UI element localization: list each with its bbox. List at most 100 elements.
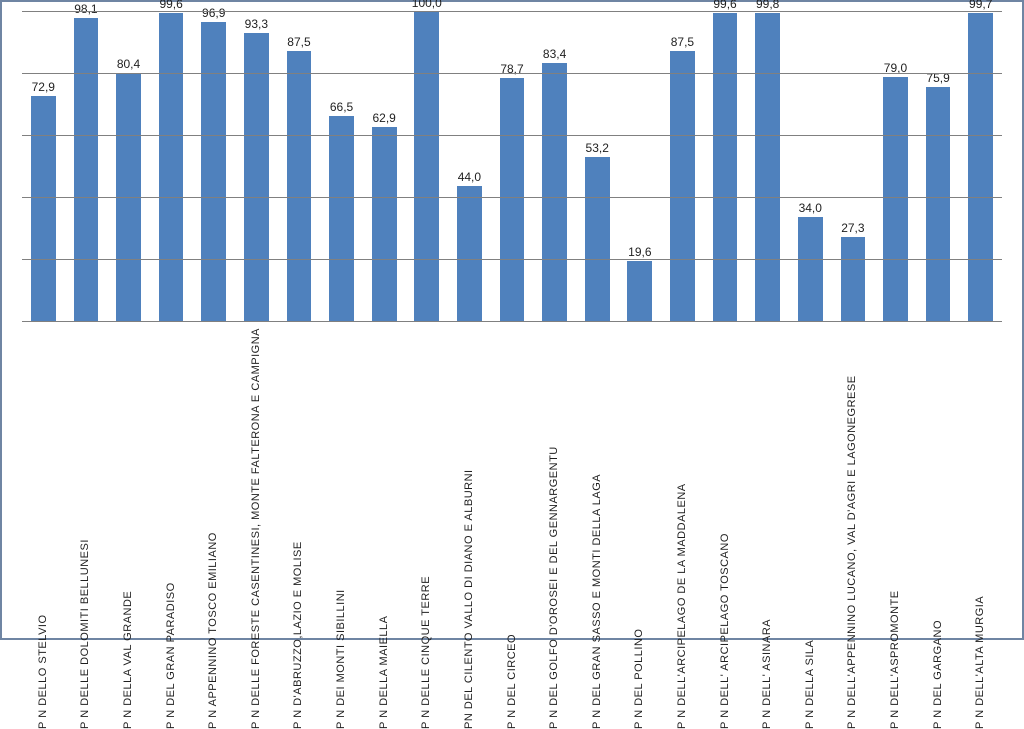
bar-value-label: 72,9 bbox=[32, 80, 55, 96]
x-axis-category-label: P N DELLE DOLOMITI BELLUNESI bbox=[80, 328, 91, 729]
x-axis-category-label: P N D'ABRUZZO,LAZIO E MOLISE bbox=[293, 328, 304, 729]
x-axis-category-label: P N DELL'ARCIPELAGO DE LA MADDALENA bbox=[677, 328, 688, 729]
x-label-slot: P N DELL'ARCIPELAGO DE LA MADDALENA bbox=[661, 328, 704, 729]
x-label-slot: P N DELLO STELVIO bbox=[22, 328, 65, 729]
bar-value-label: 96,9 bbox=[202, 6, 225, 22]
bar bbox=[329, 116, 354, 322]
plot-area: 72,9 98,1 80,4 99,6 96,9 93,3 87,5 66,5 62,9 100,… bbox=[22, 12, 1002, 322]
x-label-slot: P N DELLE FORESTE CASENTINESI, MONTE FAL… bbox=[235, 328, 278, 729]
bar-slot: 27,3 bbox=[832, 12, 875, 322]
x-label-slot: P N D'ABRUZZO,LAZIO E MOLISE bbox=[278, 328, 321, 729]
bar-slot: 66,5 bbox=[320, 12, 363, 322]
bar bbox=[500, 78, 525, 322]
x-label-slot: P N DELLE DOLOMITI BELLUNESI bbox=[65, 328, 108, 729]
x-label-slot: P N DEL CIRCEO bbox=[491, 328, 534, 729]
bar-value-label: 34,0 bbox=[799, 201, 822, 217]
bar bbox=[542, 63, 567, 322]
x-label-slot: P N DELLA SILA bbox=[789, 328, 832, 729]
bar-slot: 44,0 bbox=[448, 12, 491, 322]
x-axis-category-label: P N DELLE FORESTE CASENTINESI, MONTE FAL… bbox=[251, 328, 262, 729]
bar-slot: 99,7 bbox=[959, 12, 1002, 322]
bar-value-label: 83,4 bbox=[543, 47, 566, 63]
chart-frame: 72,9 98,1 80,4 99,6 96,9 93,3 87,5 66,5 62,9 100,… bbox=[0, 0, 1024, 640]
x-label-slot: P N DELL'ASPROMONTE bbox=[874, 328, 917, 729]
gridline bbox=[22, 197, 1002, 198]
bar-slot: 34,0 bbox=[789, 12, 832, 322]
x-axis-category-label: P N DEL GARGANO bbox=[933, 328, 944, 729]
x-axis-labels: P N DELLO STELVIO P N DELLE DOLOMITI BELL… bbox=[22, 328, 1002, 729]
bar bbox=[244, 33, 269, 322]
bar bbox=[670, 51, 695, 322]
bar-slot: 80,4 bbox=[107, 12, 150, 322]
gridline bbox=[22, 259, 1002, 260]
bar bbox=[755, 13, 780, 322]
bar-slot: 87,5 bbox=[278, 12, 321, 322]
gridline bbox=[22, 135, 1002, 136]
bar-slot: 99,8 bbox=[746, 12, 789, 322]
x-axis-category-label: P N DELLA SILA bbox=[805, 328, 816, 729]
x-axis-category-label: P N APPENNINO TOSCO EMILIANO bbox=[208, 328, 219, 729]
bar bbox=[585, 157, 610, 322]
bar-value-label: 44,0 bbox=[458, 170, 481, 186]
bar bbox=[457, 186, 482, 322]
bar-slot: 87,5 bbox=[661, 12, 704, 322]
bar-slot: 99,6 bbox=[704, 12, 747, 322]
bar-slot: 75,9 bbox=[917, 12, 960, 322]
x-label-slot: PN DEL CILENTO VALLO DI DIANO E ALBURNI bbox=[448, 328, 491, 729]
bar-value-label: 27,3 bbox=[841, 221, 864, 237]
gridline bbox=[22, 11, 1002, 12]
bar-slot: 96,9 bbox=[192, 12, 235, 322]
bars-container: 72,9 98,1 80,4 99,6 96,9 93,3 87,5 66,5 62,9 100,… bbox=[22, 12, 1002, 322]
bar-slot: 78,7 bbox=[491, 12, 534, 322]
bar-value-label: 62,9 bbox=[372, 111, 395, 127]
x-axis-category-label: P N DELL'ALTA MURGIA bbox=[975, 328, 986, 729]
bar bbox=[159, 13, 184, 322]
x-axis-category-label: P N DELLE CINQUE TERRE bbox=[421, 328, 432, 729]
bar-value-label: 98,1 bbox=[74, 2, 97, 18]
bar-value-label: 78,7 bbox=[500, 62, 523, 78]
bar bbox=[841, 237, 866, 322]
bar bbox=[713, 13, 738, 322]
bar-slot: 83,4 bbox=[533, 12, 576, 322]
x-label-slot: P N DELLE CINQUE TERRE bbox=[405, 328, 448, 729]
x-label-slot: P N DEI MONTI SIBILLINI bbox=[320, 328, 363, 729]
bar-slot: 98,1 bbox=[65, 12, 108, 322]
x-axis-category-label: P N DELL'ASPROMONTE bbox=[890, 328, 901, 729]
x-label-slot: P N DELL' ASINARA bbox=[746, 328, 789, 729]
x-axis-category-label: P N DELL' ARCIPELAGO TOSCANO bbox=[720, 328, 731, 729]
bar-value-label: 93,3 bbox=[245, 17, 268, 33]
x-label-slot: P N DELLA MAIELLA bbox=[363, 328, 406, 729]
gridline bbox=[22, 321, 1002, 322]
x-axis-category-label: P N DELL'APPENNINO LUCANO, VAL D'AGRI E … bbox=[847, 328, 858, 729]
bar bbox=[627, 261, 652, 322]
bar bbox=[287, 51, 312, 322]
gridline bbox=[22, 73, 1002, 74]
bar-value-label: 80,4 bbox=[117, 57, 140, 73]
bar-slot: 53,2 bbox=[576, 12, 619, 322]
bar-value-label: 87,5 bbox=[671, 35, 694, 51]
bar-value-label: 53,2 bbox=[586, 141, 609, 157]
x-label-slot: P N DELLA VAL GRANDE bbox=[107, 328, 150, 729]
x-label-slot: P N APPENNINO TOSCO EMILIANO bbox=[192, 328, 235, 729]
bar bbox=[883, 77, 908, 322]
bar-slot: 72,9 bbox=[22, 12, 65, 322]
x-label-slot: P N DEL POLLINO bbox=[619, 328, 662, 729]
x-axis-category-label: P N DEI MONTI SIBILLINI bbox=[336, 328, 347, 729]
bar-slot: 19,6 bbox=[619, 12, 662, 322]
bar bbox=[74, 18, 99, 322]
bar-value-label: 87,5 bbox=[287, 35, 310, 51]
bar bbox=[372, 127, 397, 322]
bar bbox=[968, 13, 993, 322]
x-axis-category-label: PN DEL CILENTO VALLO DI DIANO E ALBURNI bbox=[464, 328, 475, 729]
bar bbox=[201, 22, 226, 322]
x-label-slot: P N DEL GARGANO bbox=[917, 328, 960, 729]
x-axis-category-label: P N DELL' ASINARA bbox=[762, 328, 773, 729]
bar-value-label: 79,0 bbox=[884, 61, 907, 77]
x-label-slot: P N DELL'ALTA MURGIA bbox=[959, 328, 1002, 729]
x-axis-category-label: P N DELLA MAIELLA bbox=[379, 328, 390, 729]
bar-slot: 93,3 bbox=[235, 12, 278, 322]
bar bbox=[926, 87, 951, 322]
x-axis-category-label: P N DELLO STELVIO bbox=[38, 328, 49, 729]
x-label-slot: P N DEL GRAN SASSO E MONTI DELLA LAGA bbox=[576, 328, 619, 729]
bar-slot: 100,0 bbox=[405, 12, 448, 322]
